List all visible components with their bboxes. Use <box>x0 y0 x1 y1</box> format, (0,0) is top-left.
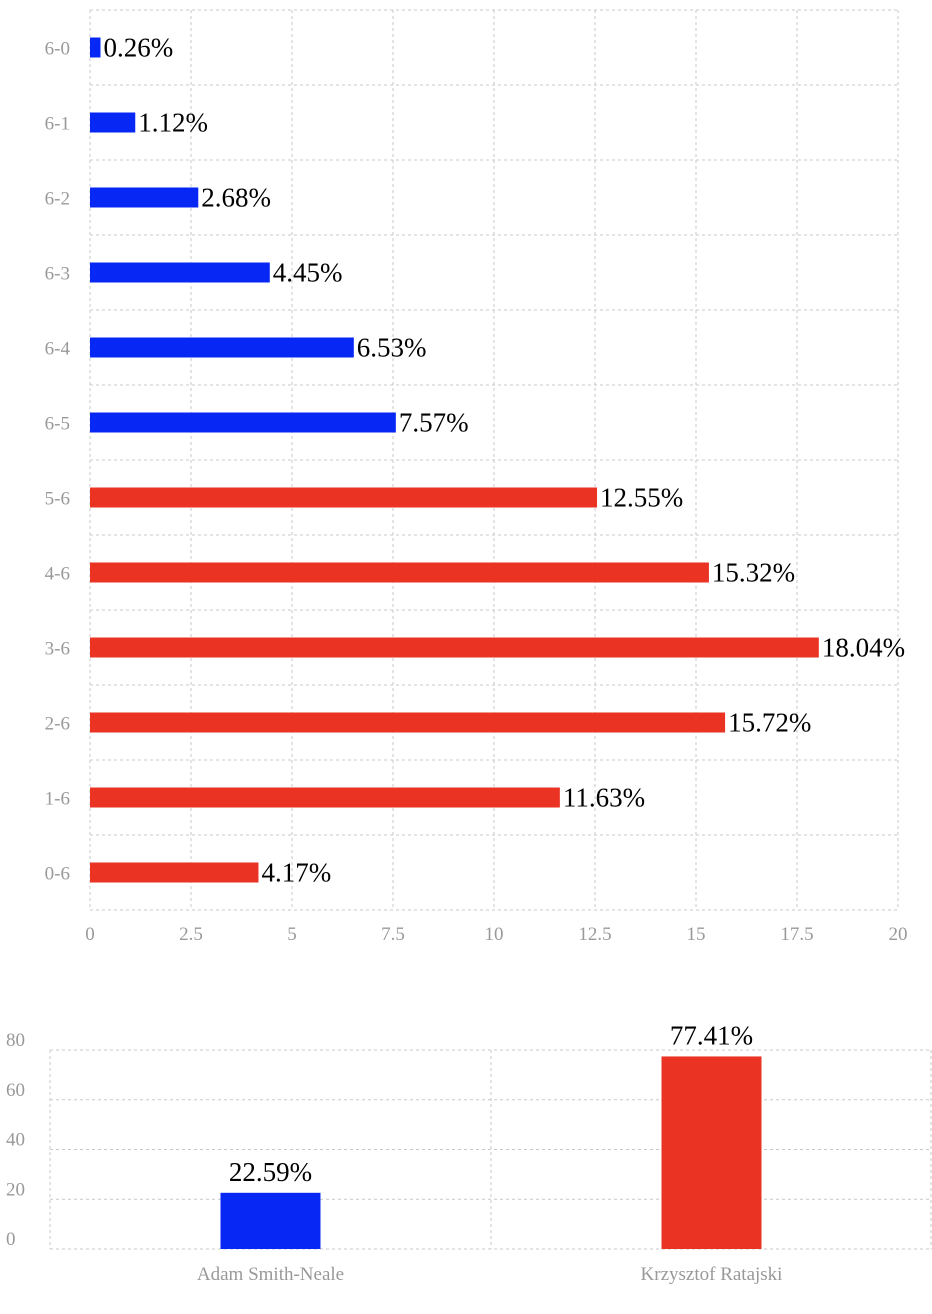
y-tick-label: 6-1 <box>45 114 70 135</box>
bar <box>90 112 136 133</box>
data-label: 11.63% <box>563 783 645 813</box>
x-tick-label: 0 <box>85 924 95 945</box>
y-tick-label: 3-6 <box>45 639 70 660</box>
x-tick-label: 10 <box>485 924 504 945</box>
data-label: 4.17% <box>261 858 331 888</box>
bar <box>220 1192 321 1249</box>
data-label: 12.55% <box>600 483 683 513</box>
y-tick-label: 5-6 <box>45 489 70 510</box>
y-tick-label: 0 <box>6 1229 16 1250</box>
bar <box>90 262 270 283</box>
y-tick-label: 6-5 <box>45 414 70 435</box>
bar <box>90 412 396 433</box>
bar <box>90 787 560 808</box>
x-tick-label: Krzysztof Ratajski <box>641 1264 783 1285</box>
y-tick-label: 80 <box>6 1030 25 1051</box>
x-tick-label: 20 <box>889 924 908 945</box>
data-label: 2.68% <box>201 183 271 213</box>
x-tick-label: Adam Smith-Neale <box>197 1264 344 1285</box>
data-label: 4.45% <box>273 258 343 288</box>
y-tick-label: 60 <box>6 1080 25 1101</box>
y-tick-label: 6-0 <box>45 39 70 60</box>
y-tick-label: 4-6 <box>45 564 70 585</box>
data-label: 77.41% <box>670 1020 753 1050</box>
data-label: 1.12% <box>138 108 208 138</box>
bar <box>90 487 598 508</box>
y-tick-label: 20 <box>6 1179 25 1200</box>
bar <box>90 637 819 658</box>
bar <box>661 1056 762 1249</box>
y-tick-label: 6-4 <box>45 339 71 360</box>
x-tick-label: 17.5 <box>780 924 813 945</box>
y-tick-label: 40 <box>6 1130 25 1151</box>
data-label: 0.26% <box>104 33 174 63</box>
data-label: 15.32% <box>712 558 795 588</box>
y-tick-label: 6-3 <box>45 264 70 285</box>
bar <box>90 562 709 583</box>
x-tick-label: 12.5 <box>578 924 611 945</box>
x-tick-label: 7.5 <box>381 924 405 945</box>
x-tick-label: 15 <box>687 924 706 945</box>
x-tick-label: 5 <box>287 924 297 945</box>
y-tick-label: 0-6 <box>45 864 70 885</box>
data-label: 22.59% <box>229 1157 312 1187</box>
data-label: 7.57% <box>399 408 469 438</box>
data-label: 6.53% <box>357 333 427 363</box>
bar <box>90 337 354 358</box>
bar <box>90 712 726 733</box>
x-tick-label: 2.5 <box>179 924 203 945</box>
bar <box>90 37 101 58</box>
data-label: 18.04% <box>822 633 905 663</box>
bar <box>90 187 199 208</box>
y-tick-label: 6-2 <box>45 189 70 210</box>
set-score-chart: 0 2.5 5 7.5 10 12.5 15 17.5 20 6-0 0.26% 6-1 1.12% 6-… <box>45 9 908 945</box>
bar <box>90 862 259 883</box>
y-tick-label: 1-6 <box>45 789 70 810</box>
data-label: 15.72% <box>728 708 811 738</box>
y-tick-label: 2-6 <box>45 714 70 735</box>
